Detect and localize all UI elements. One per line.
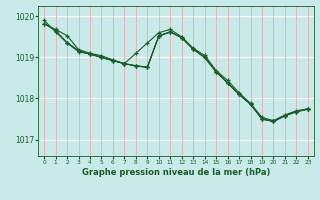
X-axis label: Graphe pression niveau de la mer (hPa): Graphe pression niveau de la mer (hPa)	[82, 168, 270, 177]
